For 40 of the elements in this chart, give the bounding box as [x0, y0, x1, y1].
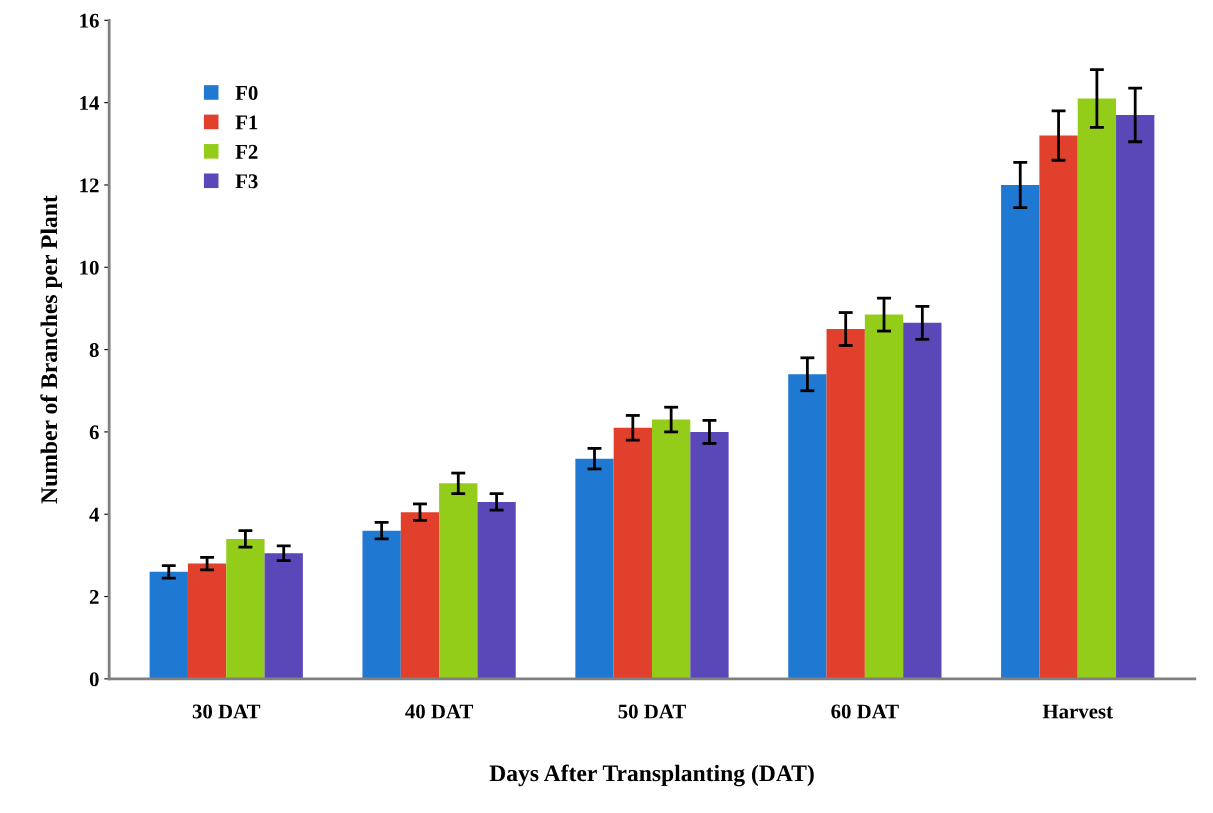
bar: [1039, 135, 1078, 679]
bar: [864, 314, 904, 679]
legend-label: F2: [235, 144, 258, 159]
y-tick-label: 8: [89, 342, 99, 358]
x-axis-title: Days After Transplanting (DAT): [489, 764, 814, 787]
bar: [1001, 184, 1040, 679]
x-tick-label: 60 DAT: [831, 704, 899, 719]
bar: [226, 538, 265, 679]
y-tick-label: 4: [89, 507, 100, 522]
bar: [400, 512, 440, 679]
y-tick-label: 6: [89, 425, 99, 440]
bar: [187, 563, 227, 679]
legend-label: F1: [235, 115, 258, 130]
bar: [826, 329, 865, 679]
bar: [651, 419, 691, 679]
bar: [613, 427, 652, 679]
y-tick-label: 12: [80, 178, 99, 193]
y-tick-label: 10: [80, 260, 99, 275]
bar: [362, 530, 401, 679]
y-tick-label: 2: [89, 589, 99, 604]
y-axis-title: Number of Branches per Plant: [40, 195, 62, 504]
bar: [690, 431, 729, 679]
bar: [903, 322, 942, 679]
bar: [575, 458, 614, 679]
bar: [1116, 114, 1155, 679]
x-tick-label: Harvest: [1042, 704, 1113, 719]
bar: [477, 501, 516, 679]
bar: [788, 374, 827, 679]
legend-label: F3: [235, 174, 258, 189]
bar: [1077, 98, 1117, 679]
bar: [264, 553, 303, 679]
x-tick-label: 40 DAT: [405, 704, 474, 719]
bar: [439, 483, 478, 679]
bar: [149, 571, 188, 679]
y-tick-label: 14: [80, 96, 100, 110]
y-tick-label: 0: [89, 672, 99, 687]
x-tick-label: 50 DAT: [618, 704, 686, 719]
y-tick-label: 16: [80, 13, 99, 28]
x-tick-label: 30 DAT: [192, 704, 261, 719]
legend-label: F0: [235, 85, 258, 100]
